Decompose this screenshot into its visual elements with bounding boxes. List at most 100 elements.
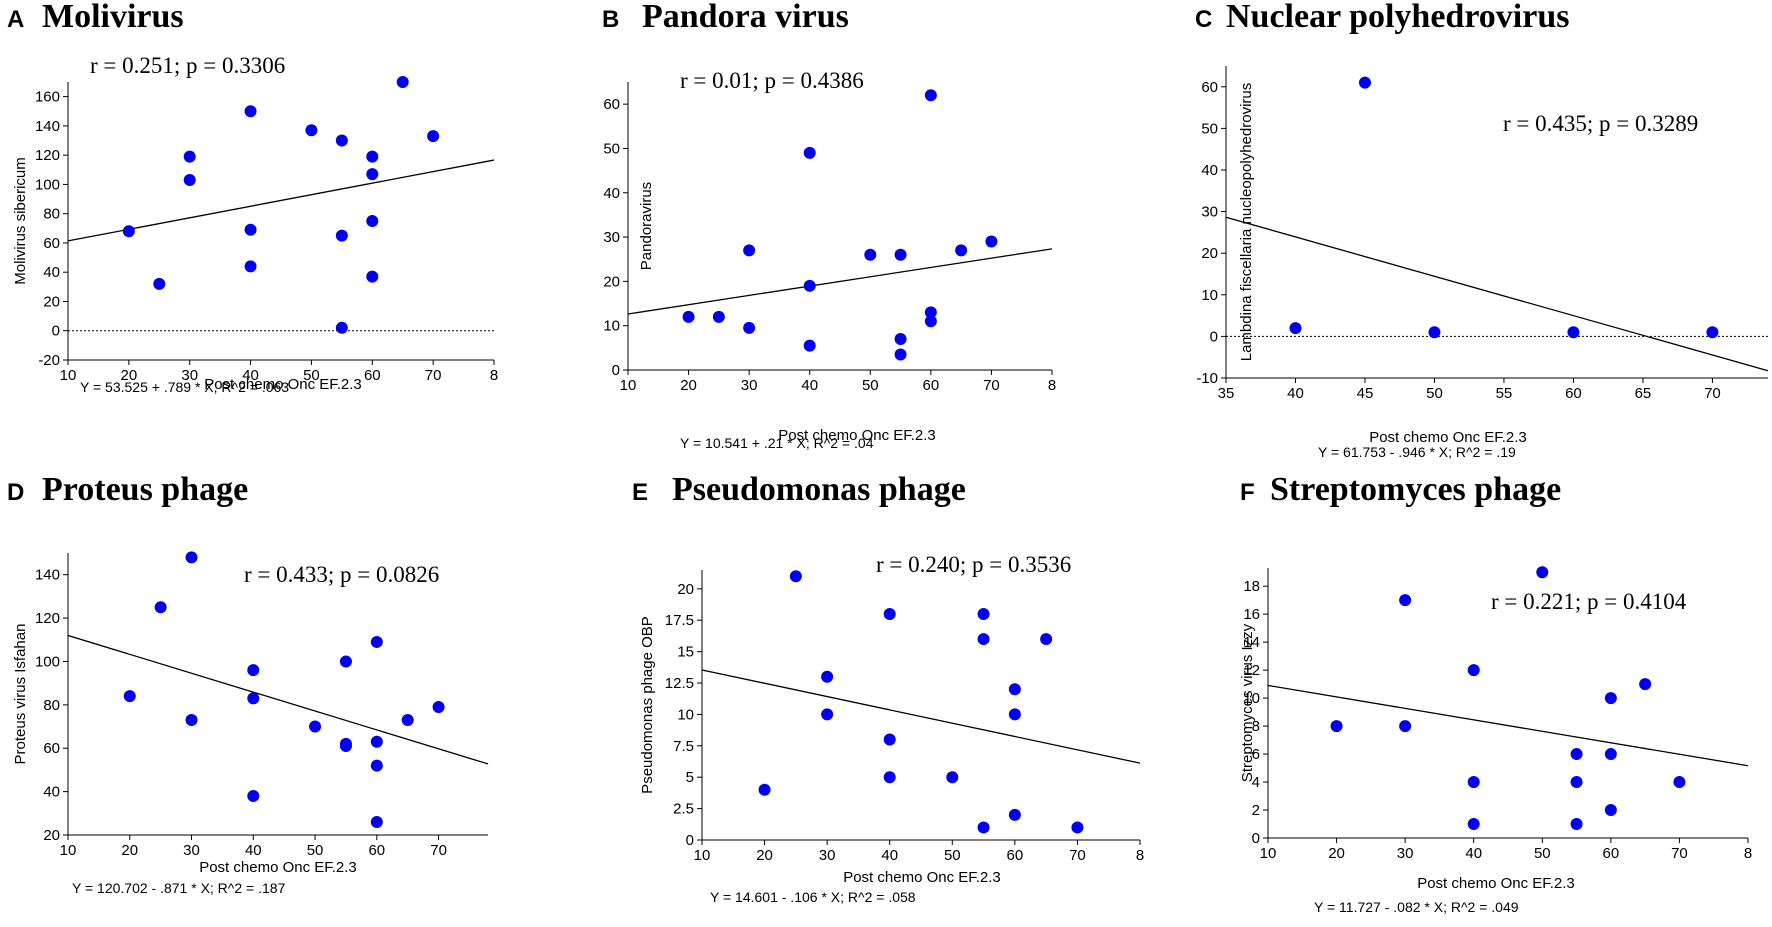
data-point <box>1467 818 1480 831</box>
data-point <box>244 223 257 236</box>
data-point <box>743 321 756 334</box>
data-point <box>1604 692 1617 705</box>
y-tick-label: 140 <box>35 118 60 135</box>
y-tick-label: 20 <box>43 827 60 844</box>
x-tick-label: 10 <box>1260 845 1277 862</box>
data-point <box>244 105 257 118</box>
x-axis-label: Post chemo Onc EF.2.3 <box>204 376 362 393</box>
panel-f: F Streptomyces phage r = 0.221; p = 0.4104… <box>1239 471 1752 915</box>
y-tick-label: 5 <box>686 769 694 786</box>
y-tick-label: -10 <box>1196 370 1218 387</box>
x-axis-label: Post chemo Onc EF.2.3 <box>1369 429 1527 446</box>
panel-c: C Nuclear polyhedrovirus r = 0.435; p = 0.… <box>1195 0 1769 460</box>
y-tick-label: 50 <box>603 140 620 157</box>
x-tick-label: 20 <box>1328 845 1345 862</box>
x-axis-label: Post chemo Onc EF.2.3 <box>843 869 1001 886</box>
x-tick-label: 50 <box>1534 845 1551 862</box>
x-tick-label: 8 <box>1136 847 1144 864</box>
data-point <box>1008 708 1021 721</box>
data-point <box>247 664 260 677</box>
correlation-stat: r = 0.221; p = 0.4104 <box>1491 589 1687 614</box>
y-tick-label: 50 <box>1201 120 1218 137</box>
y-tick-label: 16 <box>1243 606 1260 623</box>
data-point <box>183 150 196 163</box>
regression-equation: Y = 14.601 - .106 * X; R^2 = .058 <box>710 889 916 905</box>
data-point <box>803 279 816 292</box>
x-tick-label: 60 <box>923 377 940 394</box>
data-point <box>789 570 802 583</box>
y-tick-label: 15 <box>677 644 694 661</box>
data-point <box>1570 818 1583 831</box>
x-tick-label: 65 <box>1635 385 1652 402</box>
data-point <box>1358 76 1371 89</box>
x-tick-label: 60 <box>1565 385 1582 402</box>
data-point <box>185 714 198 727</box>
x-tick-label: 60 <box>368 842 385 859</box>
data-point <box>247 692 260 705</box>
data-point <box>366 215 379 227</box>
data-point <box>821 670 834 683</box>
y-axis-label: Streptomyces virus Izzy <box>1239 623 1256 782</box>
regression-line <box>627 248 1053 315</box>
y-tick-label: 60 <box>1201 79 1218 96</box>
data-point <box>335 229 348 242</box>
y-tick-label: 6 <box>1252 746 1260 763</box>
data-point <box>1008 808 1021 821</box>
x-tick-label: 40 <box>1465 845 1482 862</box>
panel-title: Molivirus <box>42 0 184 35</box>
data-point <box>1467 664 1480 677</box>
data-point <box>1330 720 1343 733</box>
data-point <box>401 714 414 727</box>
x-tick-label: 40 <box>245 842 262 859</box>
data-point <box>1399 594 1412 607</box>
y-tick-label: 12.5 <box>665 675 694 692</box>
y-tick-label: 60 <box>43 235 60 252</box>
data-point <box>339 655 352 668</box>
panel-title: Pseudomonas phage <box>672 471 966 508</box>
regression-line <box>67 159 495 242</box>
data-point <box>1008 683 1021 696</box>
x-axis-label: Post chemo Onc EF.2.3 <box>1417 875 1575 892</box>
data-point <box>977 633 990 646</box>
data-point <box>1467 776 1480 789</box>
data-point <box>883 607 896 620</box>
data-point <box>366 150 379 163</box>
panel-title: Pandora virus <box>642 0 849 35</box>
regression-line <box>1267 684 1749 767</box>
data-point <box>946 771 959 784</box>
data-point <box>821 708 834 721</box>
y-tick-label: 40 <box>1201 162 1218 179</box>
data-point <box>366 168 379 181</box>
data-point <box>894 248 907 261</box>
panel-label: E <box>632 479 648 506</box>
data-point <box>370 735 383 748</box>
data-point <box>247 789 260 802</box>
x-tick-label: 30 <box>183 842 200 859</box>
y-tick-label: 100 <box>35 176 60 193</box>
y-tick-label: 140 <box>35 567 60 584</box>
y-tick-label: 10 <box>677 706 694 723</box>
y-tick-label: 80 <box>43 697 60 714</box>
x-axis-label: Post chemo Onc EF.2.3 <box>199 859 357 876</box>
panel-a: A Molivirus r = 0.251; p = 0.3306 10 20 30 40 5… <box>7 0 498 395</box>
data-point <box>924 306 937 319</box>
data-point <box>883 733 896 746</box>
data-point <box>924 315 937 328</box>
x-tick-label: 40 <box>242 367 259 384</box>
y-tick-label: 12 <box>1243 662 1260 679</box>
y-tick-label: 0 <box>686 832 694 849</box>
y-tick-label: 20 <box>677 581 694 598</box>
x-tick-label: 60 <box>364 367 381 384</box>
panel-e: E Pseudomonas phage r = 0.240; p = 0.3536 1… <box>632 471 1144 905</box>
y-tick-label: 60 <box>603 96 620 113</box>
data-point <box>803 146 816 159</box>
correlation-stat: r = 0.01; p = 0.4386 <box>680 68 864 93</box>
panel-label: F <box>1240 479 1255 506</box>
x-tick-label: 70 <box>425 367 442 384</box>
y-tick-label: 8 <box>1252 718 1260 735</box>
x-tick-label: 20 <box>121 842 138 859</box>
panel-label: B <box>602 6 619 33</box>
panel-title: Streptomyces phage <box>1270 471 1561 508</box>
x-tick-label: 50 <box>862 377 879 394</box>
x-tick-label: 30 <box>741 377 758 394</box>
